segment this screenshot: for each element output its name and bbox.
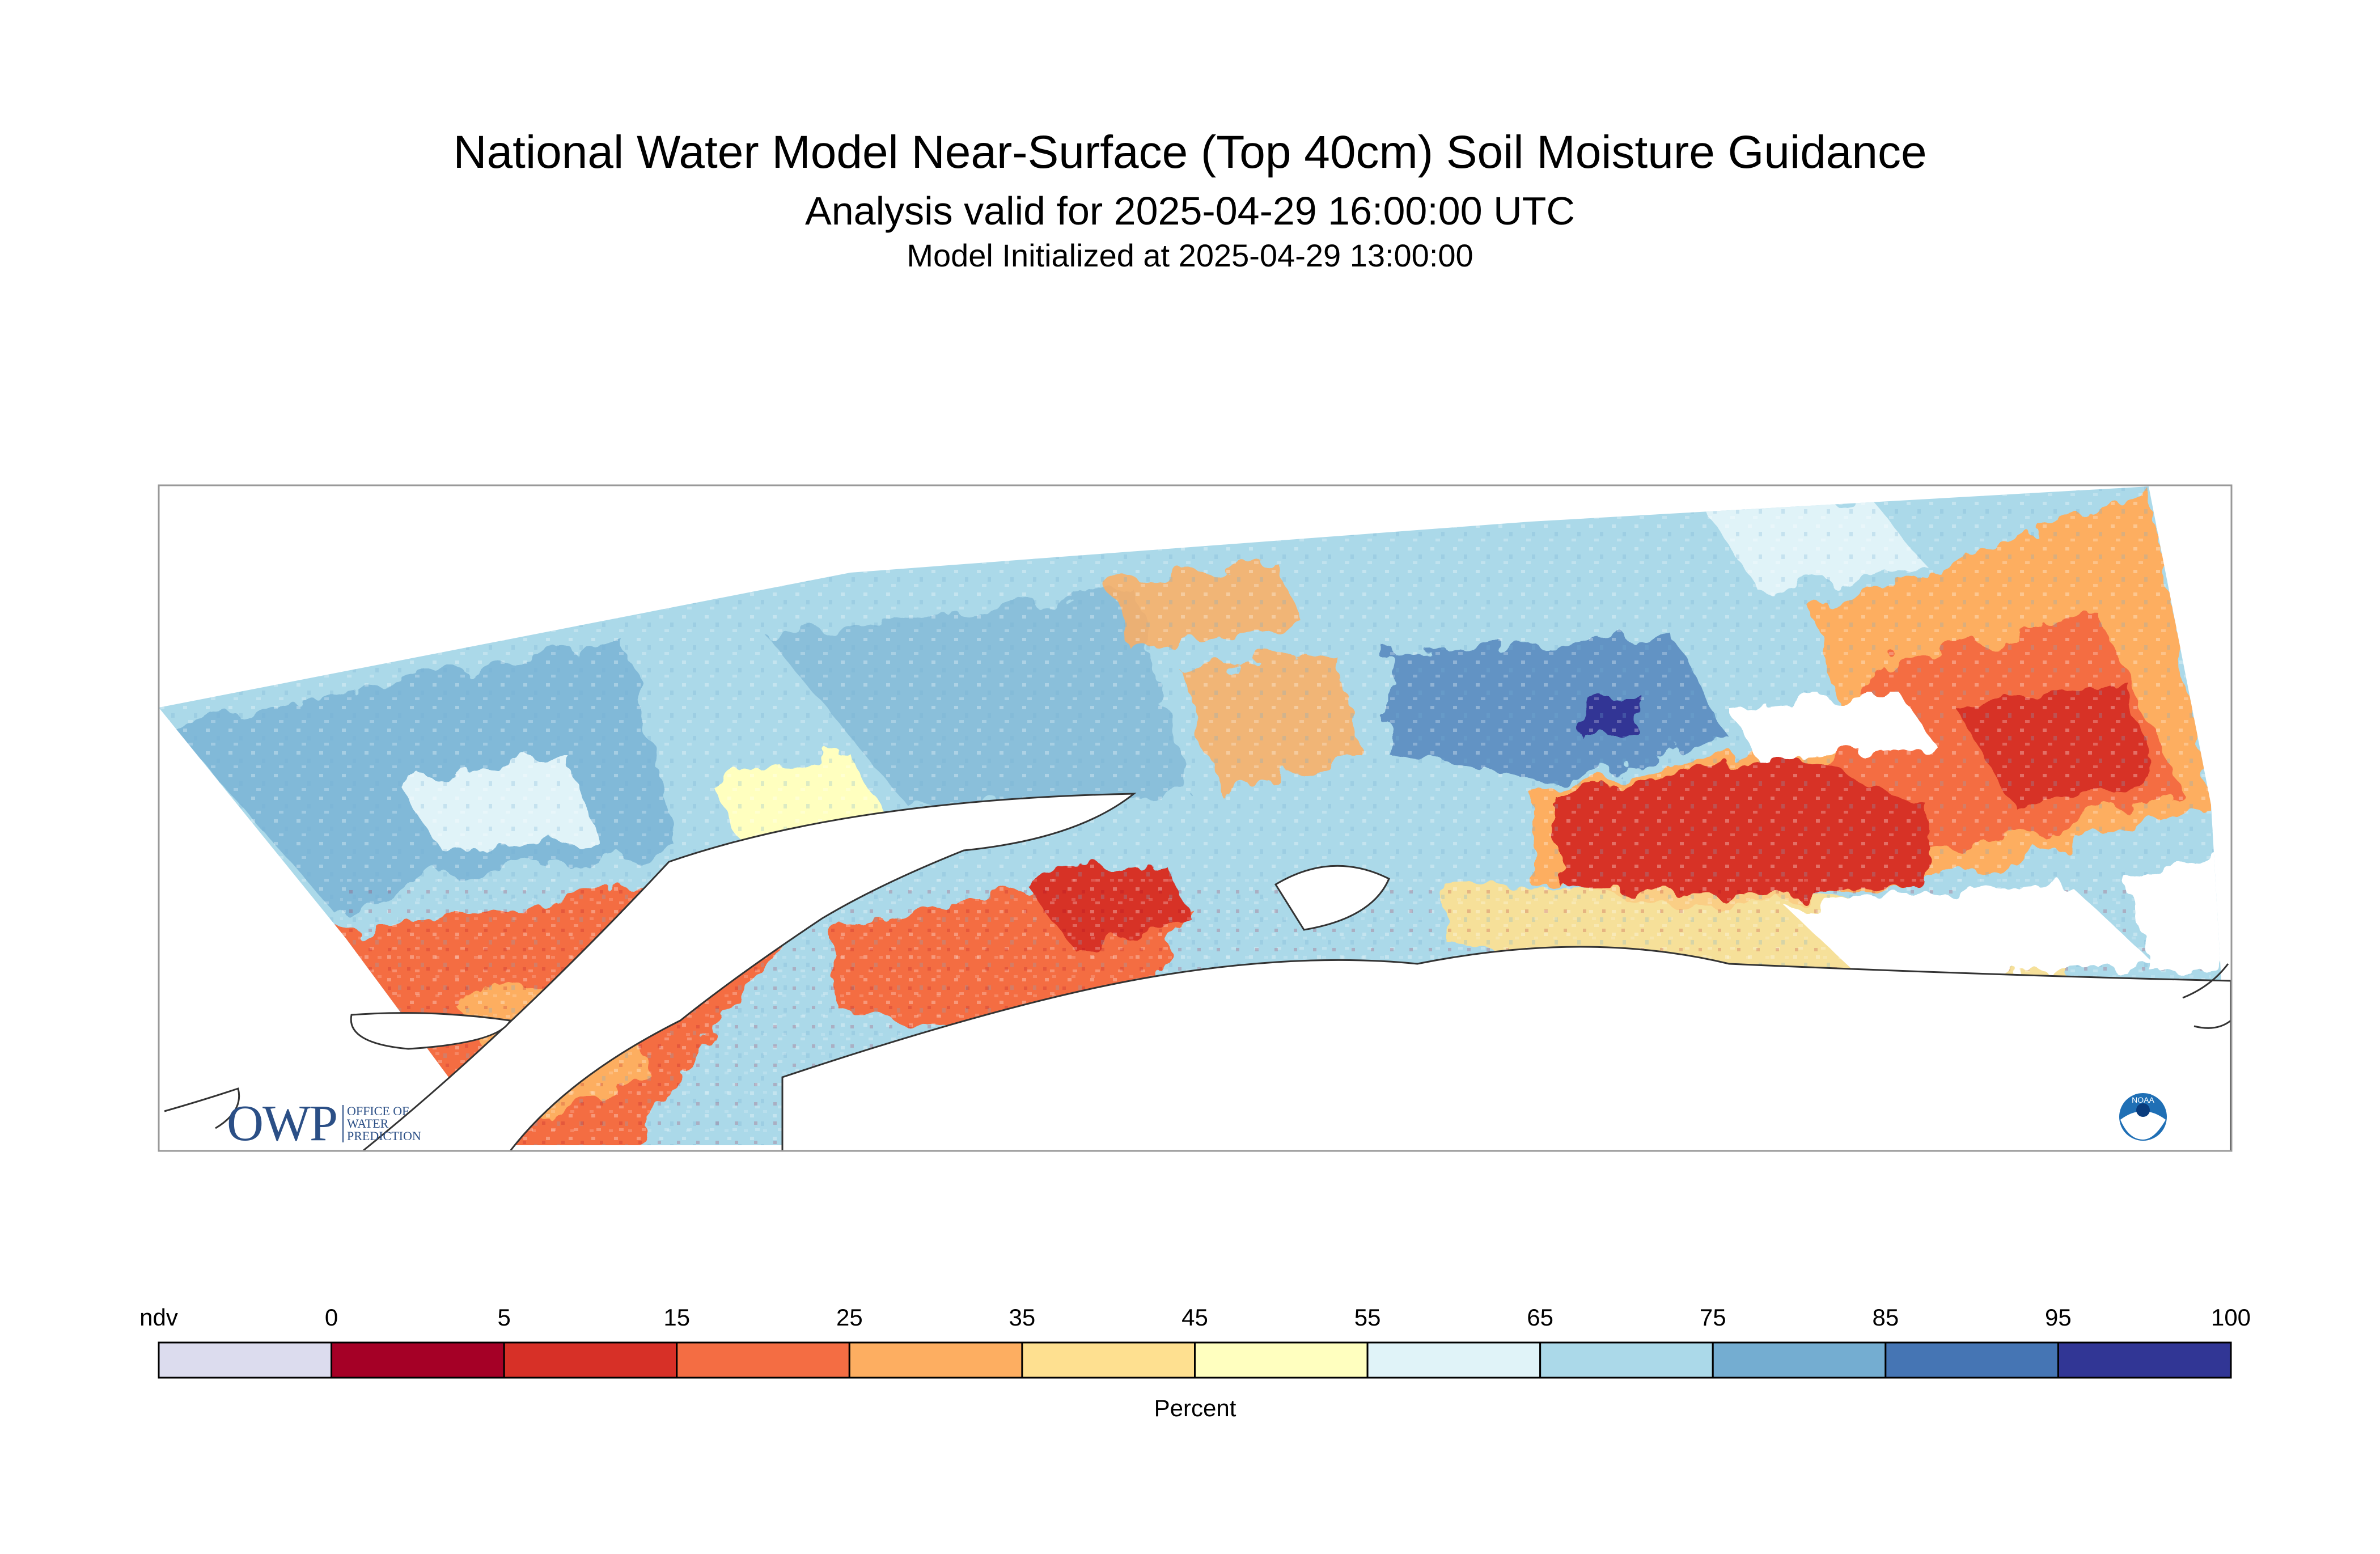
colorbar-swatch-2: [503, 1341, 678, 1379]
legend-label-8: 65: [1527, 1304, 1554, 1331]
legend-label-6: 45: [1181, 1304, 1208, 1331]
colorbar-swatch-11: [2057, 1341, 2232, 1379]
legend-label-0: ndv: [139, 1304, 178, 1331]
colorbar-swatch-8: [1539, 1341, 1714, 1379]
analysis-valid-time: Analysis valid for 2025-04-29 16:00:00 U…: [805, 189, 1575, 233]
owp-sub-line-3: PREDICTION: [347, 1128, 421, 1143]
ocean-water: [350, 793, 2232, 1152]
colorbar: [158, 1341, 2232, 1379]
owp-logo: OWP OFFICE OF WATER PREDICTION: [227, 1094, 421, 1153]
map-title: National Water Model Near-Surface (Top 4…: [453, 126, 1927, 178]
legend-unit: Percent: [1154, 1395, 1236, 1421]
colorbar-swatch-3: [676, 1341, 850, 1379]
colorbar-swatch-0: [158, 1341, 333, 1379]
map-frame-border: [158, 484, 2233, 1152]
colorbar-swatch-6: [1194, 1341, 1369, 1379]
legend-label-9: 75: [1699, 1304, 1726, 1331]
legend-label-11: 95: [2045, 1304, 2072, 1331]
legend-label-1: 0: [324, 1304, 338, 1331]
noaa-logo: NOAA: [2119, 1093, 2167, 1141]
colorbar-swatch-4: [848, 1341, 1023, 1379]
legend-label-5: 35: [1009, 1304, 1036, 1331]
owp-logo-letters: OWP: [227, 1095, 338, 1151]
kodiak-coast: [164, 963, 2231, 1129]
colorbar-swatch-10: [1884, 1341, 2059, 1379]
legend-label-7: 55: [1354, 1304, 1381, 1331]
colorbar-swatch-9: [1712, 1341, 1887, 1379]
owp-sub-line-1: OFFICE OF: [347, 1103, 409, 1118]
colorbar-swatch-1: [331, 1341, 505, 1379]
colorbar-swatch-5: [1021, 1341, 1196, 1379]
model-init-time: Model Initialized at 2025-04-29 13:00:00: [907, 238, 1473, 273]
legend-label-2: 5: [497, 1304, 511, 1331]
noaa-logo-text: NOAA: [2132, 1095, 2154, 1104]
legend-label-3: 15: [663, 1304, 691, 1331]
legend-label-10: 85: [1872, 1304, 1899, 1331]
legend-label-4: 25: [836, 1304, 863, 1331]
legend-label-12: 100: [2210, 1304, 2251, 1331]
owp-logo-subtitle: OFFICE OF WATER PREDICTION: [342, 1103, 421, 1143]
owp-sub-line-2: WATER: [347, 1116, 389, 1130]
colorbar-swatch-7: [1366, 1341, 1542, 1379]
